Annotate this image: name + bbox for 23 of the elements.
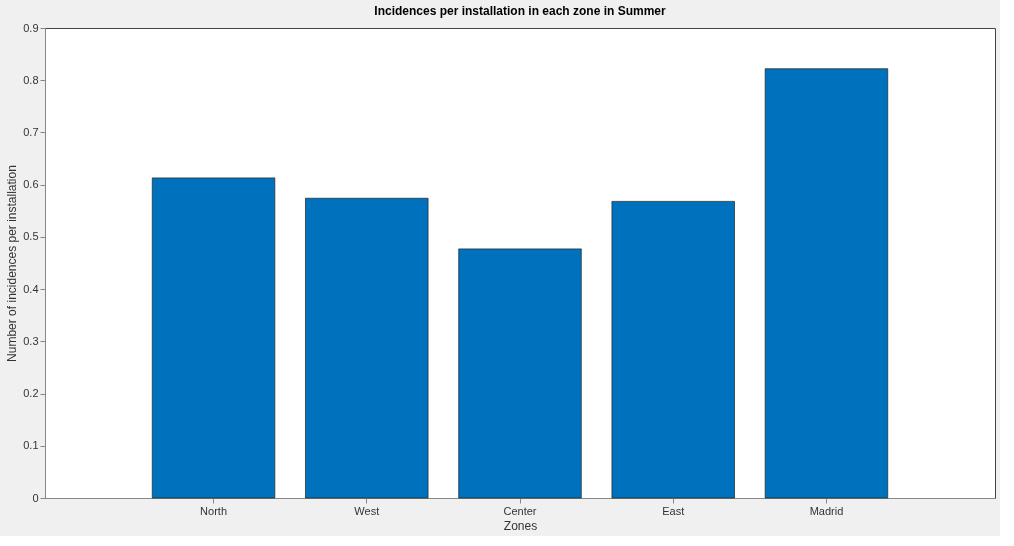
y-tick-label: 0.8 [23, 73, 39, 86]
x-tick-label: North [200, 504, 227, 517]
y-tick-label: 0 [32, 491, 39, 504]
y-tick-label: 0.6 [23, 178, 39, 191]
bar [611, 201, 735, 499]
bar [151, 177, 276, 499]
bar [305, 197, 429, 499]
x-tick-label: Madrid [809, 504, 844, 517]
x-axis-title: Zones [503, 518, 538, 533]
x-tick-label: East [662, 504, 685, 517]
y-tick-label: 0.2 [23, 387, 39, 400]
bar [458, 248, 582, 499]
y-tick-label: 0.7 [23, 125, 39, 138]
y-tick-label: 0.3 [23, 334, 39, 347]
chart-title: Incidences per installation in each zone in Summer [374, 4, 667, 18]
y-tick-label: 0.5 [23, 230, 39, 243]
bar [764, 68, 889, 499]
y-tick-label: 0.9 [23, 21, 39, 34]
x-tick-label: West [354, 504, 380, 517]
y-tick-label: 0.4 [23, 282, 39, 295]
y-tick-label: 0.1 [23, 439, 39, 452]
y-axis-title: Number of incidences per installation [5, 165, 20, 362]
x-tick-label: Center [503, 504, 537, 517]
